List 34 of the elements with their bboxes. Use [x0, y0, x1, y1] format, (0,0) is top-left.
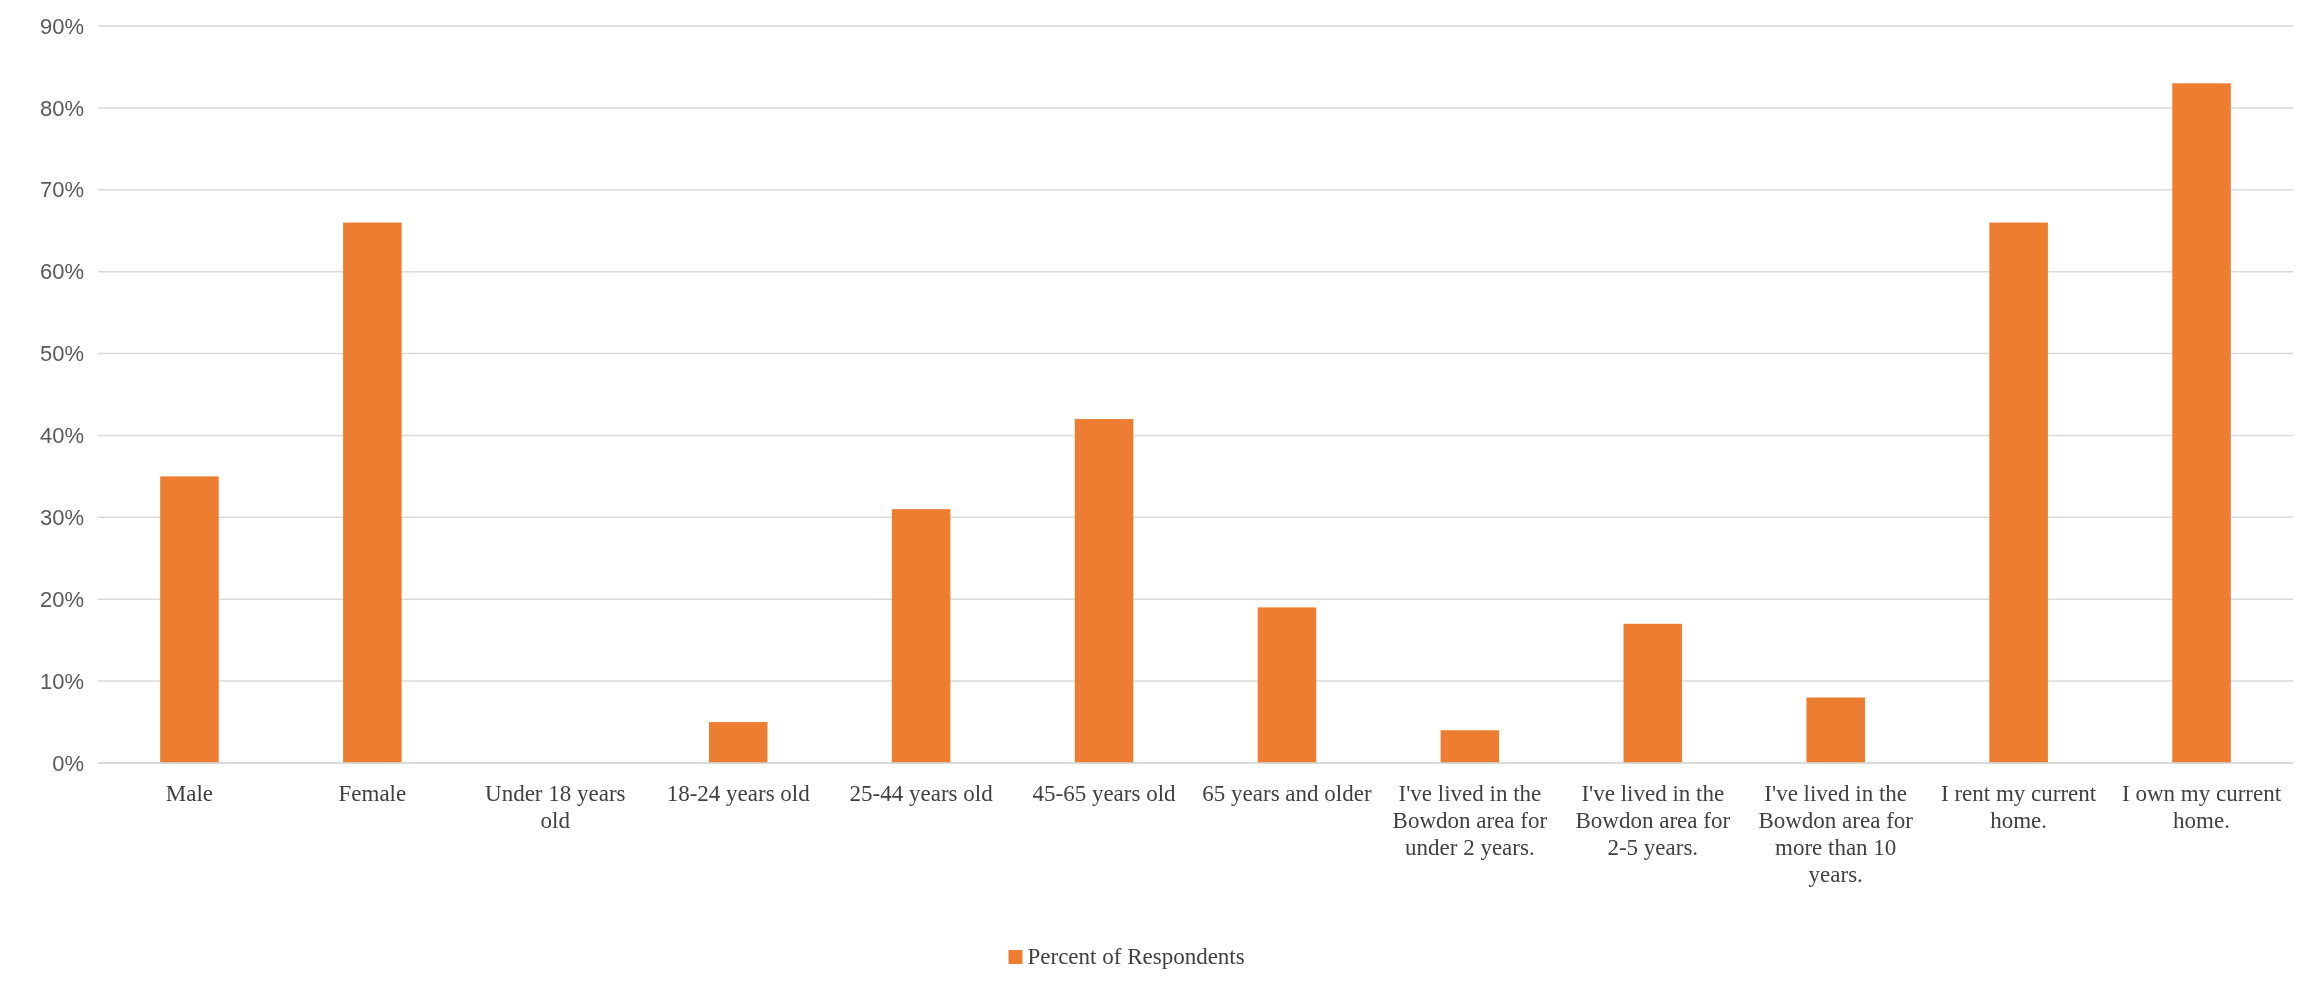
y-tick-label: 40% [39, 423, 84, 449]
y-tick-label: 20% [39, 586, 84, 612]
y-tick-label: 0% [52, 750, 84, 776]
x-tick-label: I've lived in the Bowdon area for under 2 years. [1392, 781, 1548, 860]
x-tick-label: 65 years and older [1202, 781, 1372, 806]
x-tick-label: I've lived in the Bowdon area for more than 10 years. [1758, 781, 1914, 887]
y-tick-label: 90% [39, 13, 84, 39]
bar [891, 509, 951, 763]
bar [1623, 623, 1683, 763]
y-tick-label: 70% [39, 177, 84, 203]
bar [343, 222, 402, 763]
bar [160, 476, 219, 763]
y-tick-label: 60% [39, 259, 84, 285]
y-tick-label: 30% [39, 505, 84, 531]
x-tick-label: 18-24 years old [666, 781, 811, 806]
x-tick-label: Under 18 years old [485, 781, 626, 833]
x-tick-label: I rent my current home. [1941, 781, 2097, 833]
x-tick-label: 25-44 years old [849, 781, 994, 806]
y-tick-label: 80% [39, 95, 84, 121]
bar [1989, 222, 2048, 763]
y-tick-label: 50% [39, 341, 84, 367]
bar [1806, 697, 1865, 763]
x-tick-label: Female [338, 781, 407, 806]
y-tick-label: 10% [39, 668, 84, 694]
x-tick-label: 45-65 years old [1032, 781, 1177, 806]
x-tick-label: I've lived in the Bowdon area for 2-5 years. [1575, 781, 1731, 860]
x-tick-label: Male [165, 781, 214, 806]
bar [2172, 83, 2231, 763]
bar [1257, 607, 1317, 763]
x-tick-label: I own my current home. [2122, 781, 2282, 833]
bar [1440, 730, 1500, 763]
bar [1074, 419, 1134, 763]
legend-label: Percent of Respondents [1027, 944, 1245, 969]
bar [708, 722, 768, 763]
